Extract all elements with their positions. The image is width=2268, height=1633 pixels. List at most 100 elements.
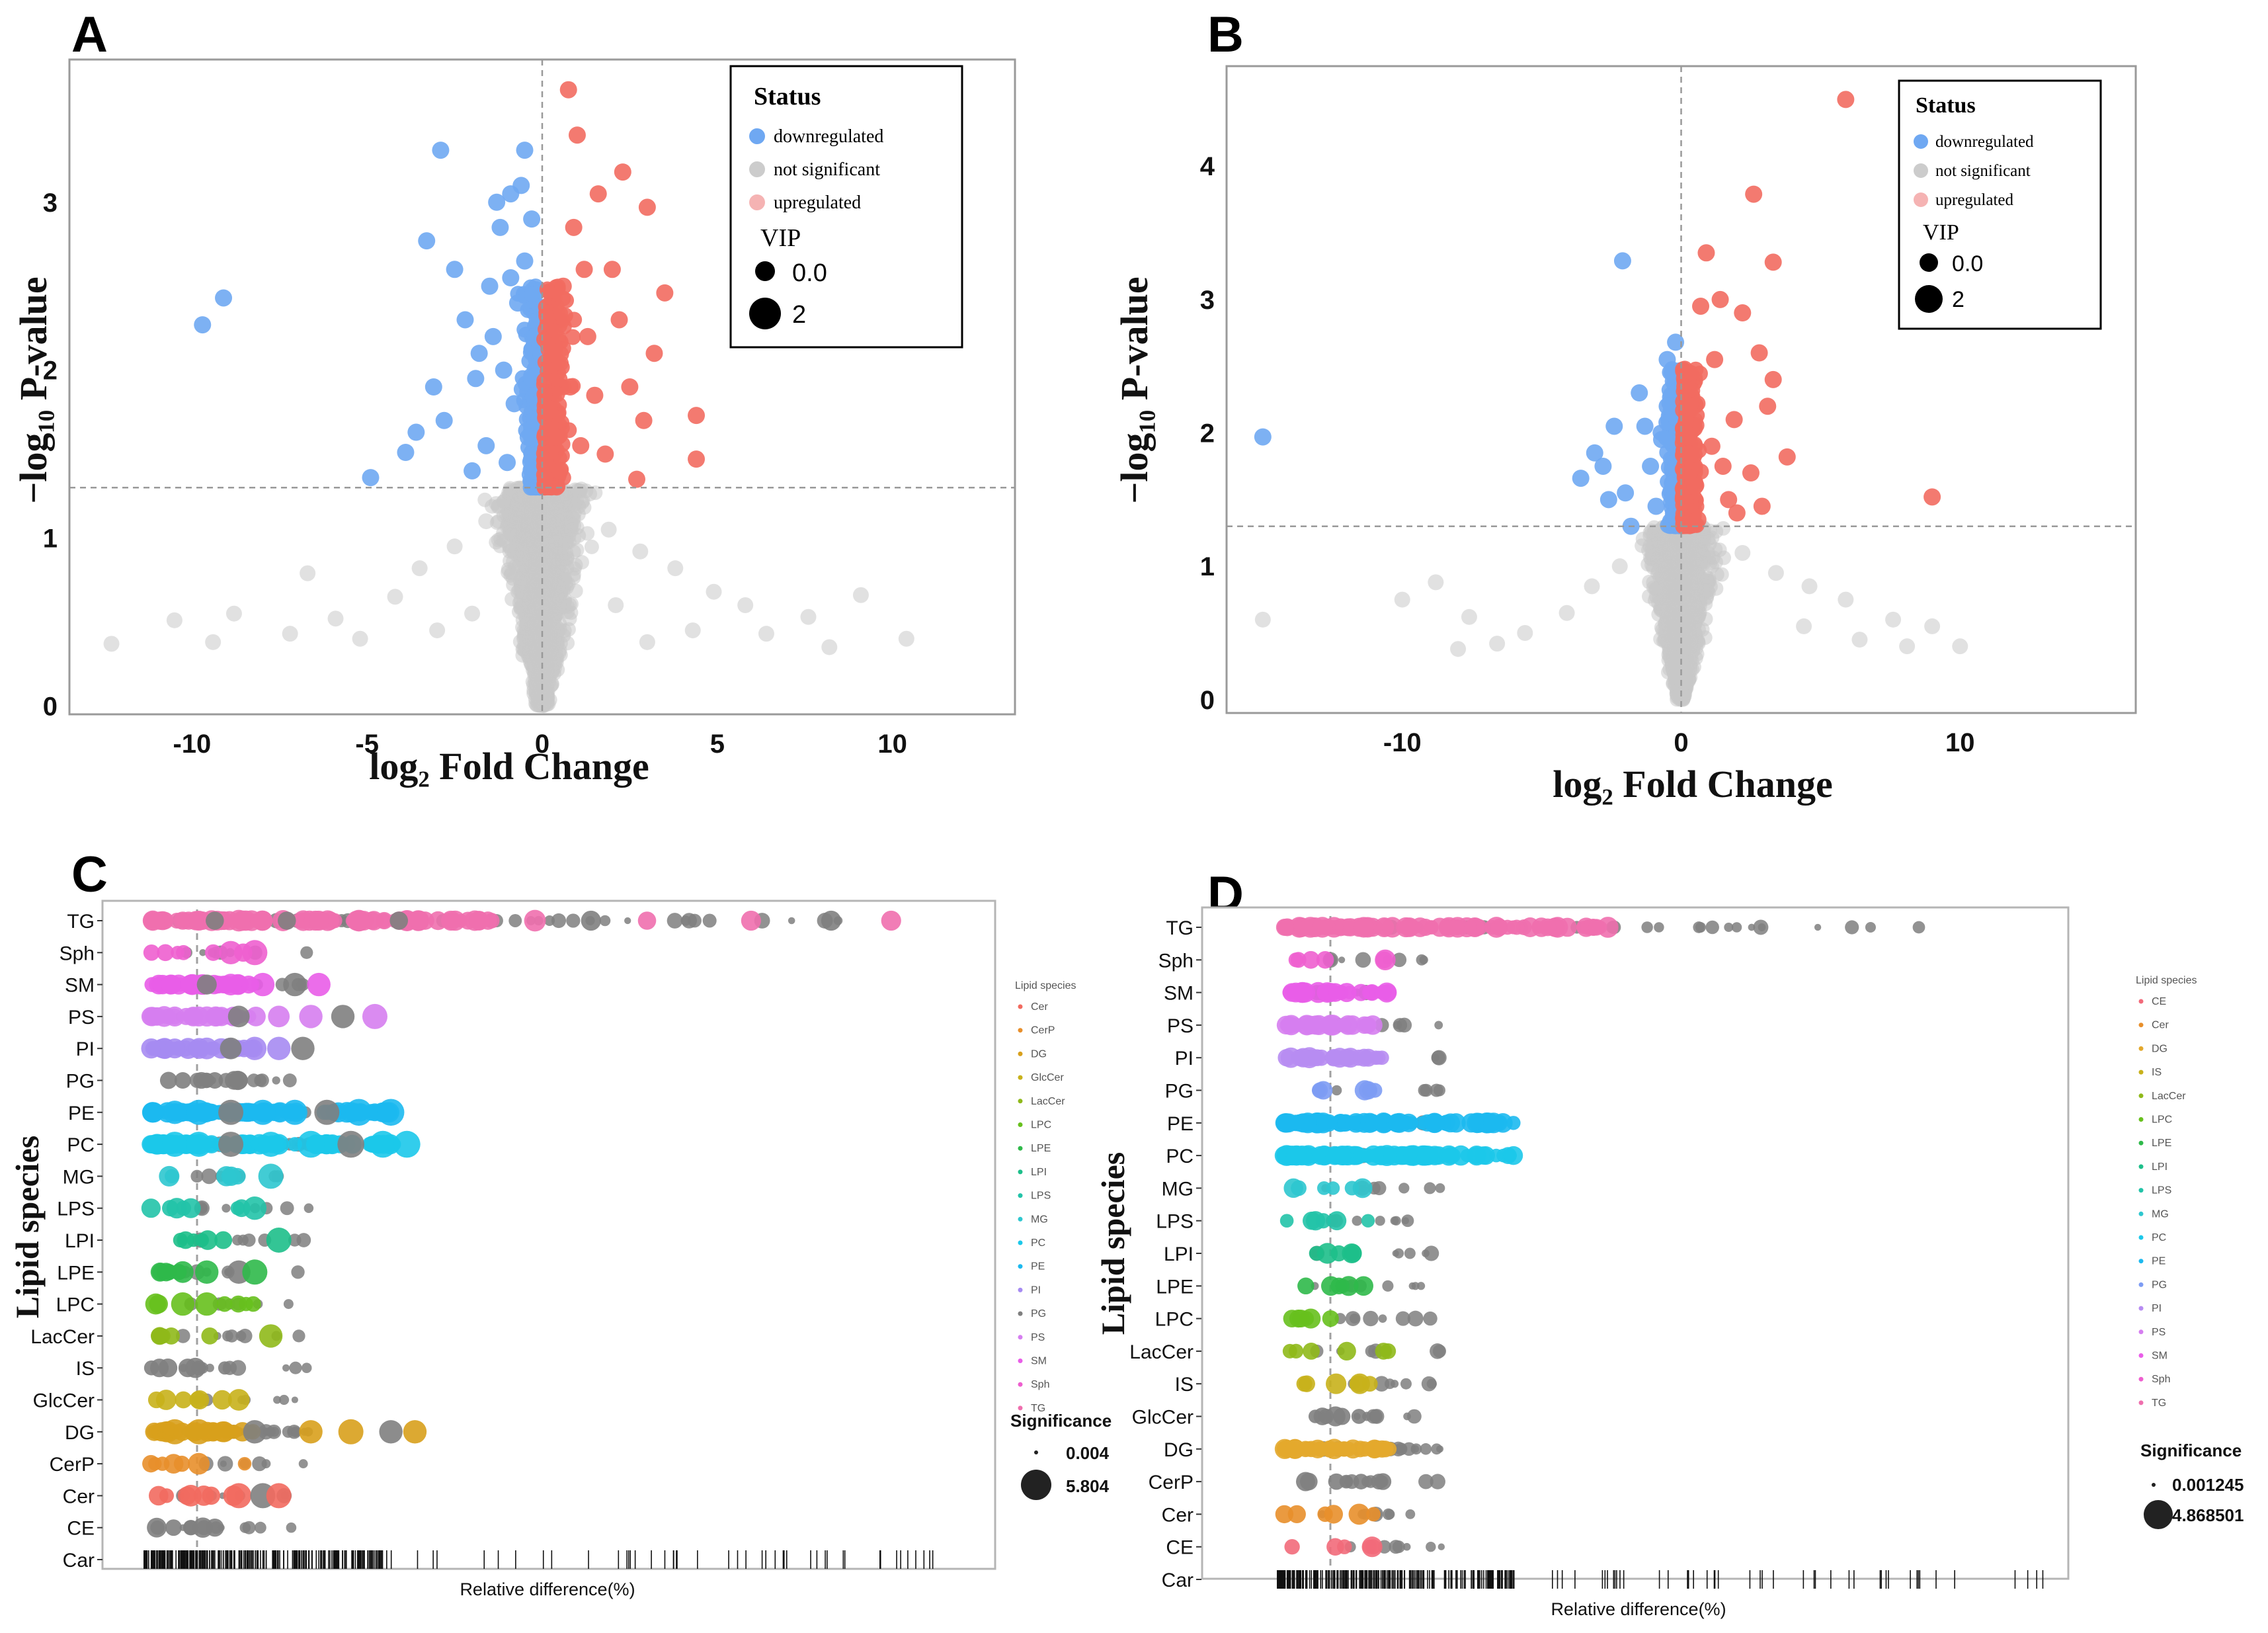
bubble: [243, 1036, 267, 1060]
legend-size-title-b: VIP: [1923, 220, 1959, 245]
ns-point: [821, 639, 838, 655]
down-point: [524, 286, 540, 302]
bubble: [243, 1196, 267, 1220]
legend-size-label-large-b: 2: [1952, 287, 1964, 312]
bubble: [291, 1036, 315, 1060]
ns-point: [1687, 575, 1702, 591]
down-point: [519, 429, 537, 446]
ns-point: [502, 538, 517, 554]
bubble: [551, 913, 567, 929]
legend-label-down-a: downregulated: [774, 126, 883, 147]
bubble: [237, 1328, 253, 1343]
down-point: [523, 210, 541, 228]
ns-point: [477, 492, 493, 507]
bubble: [258, 1163, 284, 1189]
bubble: [253, 910, 273, 931]
ns-point: [584, 539, 599, 554]
up-point: [579, 327, 596, 345]
bubble: [142, 910, 163, 931]
up-point: [1687, 446, 1703, 463]
ns-point: [1952, 638, 1968, 655]
down-point: [495, 361, 512, 379]
legend-size-label-small-b: 0.0: [1952, 251, 1983, 276]
up-point: [559, 81, 577, 99]
up-point: [1681, 398, 1699, 415]
ns-point: [546, 565, 561, 580]
down-point: [470, 345, 488, 362]
bubble: [149, 1294, 168, 1314]
bubble: [299, 1420, 323, 1444]
legend-size-small-a: [755, 261, 775, 281]
bubble: [148, 1486, 169, 1506]
bubble: [280, 1201, 294, 1216]
bubble: [142, 1136, 160, 1153]
bubble: [173, 1232, 188, 1248]
x-tick-label: 5: [710, 730, 725, 759]
bubble: [544, 915, 555, 927]
bubble: [155, 1390, 177, 1410]
bubble: [171, 1292, 195, 1316]
up-point: [561, 378, 579, 396]
bubble: [162, 1200, 179, 1217]
down-point: [513, 381, 530, 398]
down-point: [1667, 333, 1685, 351]
up-point: [1753, 497, 1771, 515]
down-point: [491, 218, 509, 236]
bubble: [217, 1456, 233, 1472]
legend-a: Status downregulated not significant upr…: [729, 65, 963, 349]
ns-point: [225, 605, 242, 622]
ns-point: [573, 483, 588, 499]
ns-point: [1716, 521, 1731, 536]
legend-size-large-b: [1915, 285, 1943, 313]
up-point: [1697, 244, 1715, 262]
up-point: [1714, 457, 1732, 475]
down-point: [1605, 417, 1623, 435]
down-point: [516, 142, 534, 159]
bubble: [165, 1519, 182, 1536]
bubble: [232, 1234, 243, 1246]
up-point: [645, 345, 663, 362]
bubble: [345, 1099, 373, 1126]
bubble: [278, 1394, 290, 1405]
ns-point: [1838, 591, 1854, 608]
down-point: [362, 469, 380, 487]
ns-point: [491, 532, 506, 548]
panel-letter-a: A: [71, 7, 108, 63]
bubble: [242, 1259, 268, 1285]
up-point: [656, 284, 674, 302]
bubble: [291, 1265, 305, 1279]
bubble: [667, 913, 683, 929]
x-tick-label: 0: [535, 730, 549, 759]
ns-point: [446, 538, 463, 555]
down-point: [418, 232, 436, 250]
bubble: [219, 941, 243, 965]
bubble: [183, 1520, 198, 1535]
ns-point: [501, 485, 516, 500]
ns-point: [706, 583, 722, 600]
ns-point: [387, 589, 403, 605]
ns-point: [282, 626, 298, 642]
bubble: [788, 917, 795, 925]
ns-point: [1656, 558, 1672, 573]
ns-point: [352, 630, 368, 647]
bubble: [195, 1292, 219, 1316]
up-point: [688, 450, 706, 468]
ns-point: [300, 565, 316, 581]
bubble: [440, 910, 462, 931]
lipid-bubble-plot-c: TGSphSMPSPIPGPEPCMGLPSLPILPELPCLacCerISG…: [9, 900, 1112, 1599]
up-point: [538, 468, 554, 484]
up-point: [540, 358, 557, 374]
up-point: [568, 126, 586, 144]
ns-point: [684, 622, 701, 639]
bubble: [165, 1038, 185, 1059]
legend-label-up-a: upregulated: [774, 192, 861, 213]
bubble: [741, 910, 761, 931]
down-point: [446, 261, 464, 278]
down-point: [1617, 484, 1635, 502]
panel-letter-c: C: [71, 847, 108, 903]
ns-point: [1642, 538, 1659, 554]
bubble: [254, 1521, 266, 1534]
bubble: [178, 1359, 198, 1378]
up-point: [1725, 411, 1743, 429]
bubble: [196, 1037, 218, 1060]
